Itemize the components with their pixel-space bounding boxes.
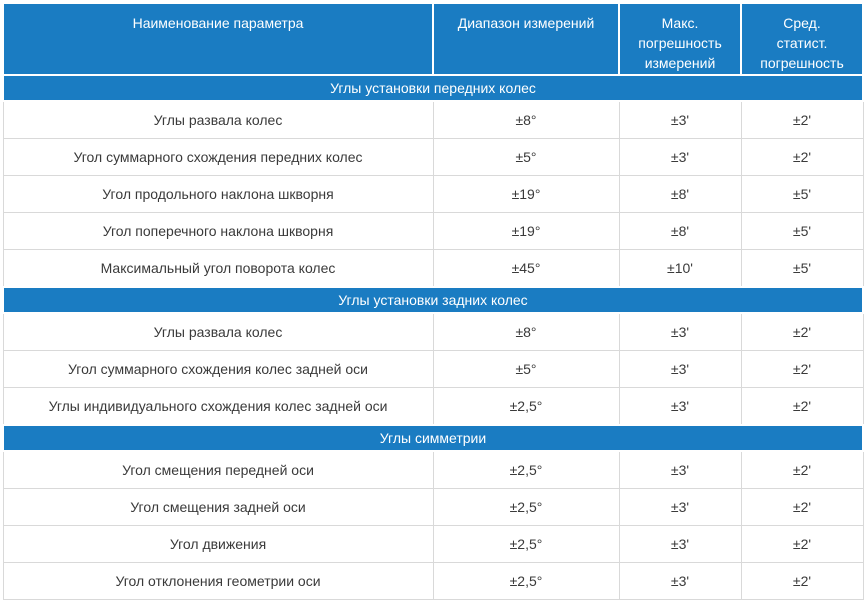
value-cell: ±2' <box>740 488 864 526</box>
value-cell: ±2,5° <box>432 450 620 489</box>
value-cell: ±3' <box>618 138 742 176</box>
value-cell: ±3' <box>618 562 742 600</box>
parameter-name-cell: Угол смещения задней оси <box>2 488 434 526</box>
value-cell: ±8' <box>618 175 742 213</box>
table-row: Угол движения ±2,5° ±3' ±2' <box>2 525 864 563</box>
value-cell: ±3' <box>618 525 742 563</box>
value-cell: ±2' <box>740 138 864 176</box>
value-cell: ±5' <box>740 249 864 288</box>
value-cell: ±2' <box>740 312 864 351</box>
value-cell: ±2' <box>740 525 864 563</box>
column-header-max-error: Макс. погрешность измерений <box>618 2 742 76</box>
table-row: Углы развала колес ±8° ±3' ±2' <box>2 312 864 351</box>
section-header-row: Углы установки задних колес <box>2 286 864 314</box>
column-header-avg-stat-error: Сред. статист. погрешность <box>740 2 864 76</box>
parameter-name-cell: Углы индивидуального схождения колес зад… <box>2 387 434 426</box>
value-cell: ±5° <box>432 350 620 388</box>
parameter-name-cell: Углы развала колес <box>2 100 434 139</box>
table-row: Угол отклонения геометрии оси ±2,5° ±3' ±2' <box>2 562 864 600</box>
value-cell: ±2' <box>740 387 864 426</box>
column-header-parameter-name: Наименование параметра <box>2 2 434 76</box>
table-row: Угол смещения передней оси ±2,5° ±3' ±2' <box>2 450 864 489</box>
value-cell: ±5' <box>740 212 864 250</box>
parameter-name-cell: Максимальный угол поворота колес <box>2 249 434 288</box>
value-cell: ±3' <box>618 312 742 351</box>
parameter-name-cell: Угол движения <box>2 525 434 563</box>
value-cell: ±2,5° <box>432 525 620 563</box>
value-cell: ±45° <box>432 249 620 288</box>
section-title: Углы установки задних колес <box>2 286 864 314</box>
value-cell: ±10' <box>618 249 742 288</box>
table-row: Угол суммарного схождения передних колес… <box>2 138 864 176</box>
value-cell: ±8° <box>432 100 620 139</box>
wheel-alignment-specs-table: Наименование параметра Диапазон измерени… <box>2 2 864 600</box>
header-row: Наименование параметра Диапазон измерени… <box>2 2 864 76</box>
parameter-name-cell: Угол суммарного схождения колес задней о… <box>2 350 434 388</box>
table-body: Углы установки передних колес Углы развал… <box>2 74 864 600</box>
parameter-name-cell: Угол отклонения геометрии оси <box>2 562 434 600</box>
column-header-measurement-range: Диапазон измерений <box>432 2 620 76</box>
value-cell: ±2' <box>740 350 864 388</box>
parameter-name-cell: Угол суммарного схождения передних колес <box>2 138 434 176</box>
value-cell: ±3' <box>618 387 742 426</box>
parameter-name-cell: Углы развала колес <box>2 312 434 351</box>
value-cell: ±3' <box>618 488 742 526</box>
parameter-name-cell: Угол смещения передней оси <box>2 450 434 489</box>
table-header: Наименование параметра Диапазон измерени… <box>2 2 864 76</box>
value-cell: ±19° <box>432 175 620 213</box>
section-title: Углы симметрии <box>2 424 864 452</box>
value-cell: ±3' <box>618 350 742 388</box>
section-header-row: Углы установки передних колес <box>2 74 864 102</box>
value-cell: ±5' <box>740 175 864 213</box>
table-row: Угол поперечного наклона шкворня ±19° ±8' ±… <box>2 212 864 250</box>
value-cell: ±19° <box>432 212 620 250</box>
value-cell: ±3' <box>618 450 742 489</box>
parameter-name-cell: Угол поперечного наклона шкворня <box>2 212 434 250</box>
table-row: Угол смещения задней оси ±2,5° ±3' ±2' <box>2 488 864 526</box>
table-row: Угол суммарного схождения колес задней о… <box>2 350 864 388</box>
value-cell: ±8° <box>432 312 620 351</box>
value-cell: ±2' <box>740 562 864 600</box>
value-cell: ±8' <box>618 212 742 250</box>
value-cell: ±2,5° <box>432 562 620 600</box>
value-cell: ±3' <box>618 100 742 139</box>
table-row: Максимальный угол поворота колес ±45° ±10'… <box>2 249 864 288</box>
table-row: Углы индивидуального схождения колес зад… <box>2 387 864 426</box>
value-cell: ±2' <box>740 450 864 489</box>
value-cell: ±2,5° <box>432 387 620 426</box>
parameter-name-cell: Угол продольного наклона шкворня <box>2 175 434 213</box>
table-row: Угол продольного наклона шкворня ±19° ±8' ±… <box>2 175 864 213</box>
section-header-row: Углы симметрии <box>2 424 864 452</box>
section-title: Углы установки передних колес <box>2 74 864 102</box>
value-cell: ±2' <box>740 100 864 139</box>
value-cell: ±2,5° <box>432 488 620 526</box>
value-cell: ±5° <box>432 138 620 176</box>
table-row: Углы развала колес ±8° ±3' ±2' <box>2 100 864 139</box>
